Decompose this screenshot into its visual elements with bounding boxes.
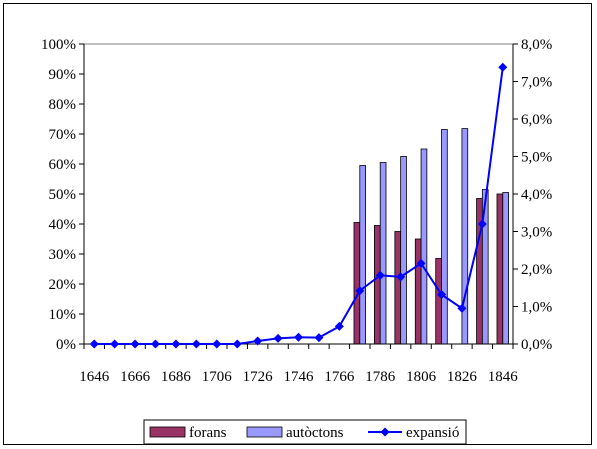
y-left-tick-label: 70% bbox=[49, 127, 77, 143]
y-left-tick-label: 60% bbox=[49, 157, 77, 173]
bar-autòctons bbox=[379, 162, 387, 345]
y-right-tick-label: 3,0% bbox=[521, 225, 552, 241]
x-tick-label: 1706 bbox=[202, 369, 233, 385]
bar-forans bbox=[353, 222, 361, 345]
y-left-tick-label: 10% bbox=[49, 307, 77, 323]
data-point-expansió bbox=[232, 339, 242, 349]
y-right-tick-label: 1,0% bbox=[521, 300, 552, 316]
bar-autòctons bbox=[420, 148, 428, 345]
y-left-tick-label: 80% bbox=[49, 97, 77, 113]
data-point-expansió bbox=[273, 333, 283, 343]
y-right-tick-label: 6,0% bbox=[521, 112, 552, 128]
bar-autòctons bbox=[400, 156, 407, 345]
bar-forans bbox=[496, 193, 504, 345]
chart: 0% 10% 20% 30% 40% 50% 60% 70% 80% 90% 100% 0,0% 1,0… bbox=[41, 37, 552, 445]
legend: forans autòctons expansió bbox=[143, 419, 467, 445]
legend-marker-expansió bbox=[380, 427, 390, 437]
y-right-tick-label: 8,0% bbox=[521, 37, 552, 53]
data-point-expansió bbox=[355, 286, 365, 296]
data-point-expansió bbox=[416, 258, 426, 268]
bar-autòctons bbox=[441, 129, 448, 345]
legend-swatch-forans bbox=[149, 426, 186, 438]
data-point-expansió bbox=[130, 339, 140, 349]
data-point-expansió bbox=[171, 339, 181, 349]
y-left-tick-label: 90% bbox=[49, 67, 77, 83]
data-point-expansió bbox=[334, 321, 344, 331]
x-tick-label: 1666 bbox=[120, 369, 151, 385]
data-point-expansió bbox=[151, 339, 160, 349]
data-point-expansió bbox=[457, 303, 467, 313]
bar-forans bbox=[476, 198, 483, 345]
legend-label: forans bbox=[189, 425, 227, 441]
y-left-tick-label: 20% bbox=[49, 277, 77, 293]
y-right-tick-label: 0,0% bbox=[521, 337, 552, 353]
data-point-expansió bbox=[294, 332, 303, 342]
y-left-tick-label: 100% bbox=[41, 37, 76, 53]
x-tick-label: 1646 bbox=[79, 369, 110, 385]
y-right-tick-label: 5,0% bbox=[521, 150, 552, 166]
data-point-expansió bbox=[477, 219, 487, 229]
data-point-expansió bbox=[375, 270, 385, 280]
x-tick-label: 1826 bbox=[447, 369, 478, 385]
x-tick-label: 1726 bbox=[243, 369, 274, 385]
y-right-tick-label: 4,0% bbox=[521, 187, 552, 203]
x-tick-label: 1746 bbox=[284, 369, 315, 385]
bar-forans bbox=[435, 258, 442, 345]
data-point-expansió bbox=[314, 333, 324, 343]
y-left-tick-label: 30% bbox=[49, 247, 77, 263]
data-point-expansió bbox=[110, 339, 120, 349]
data-point-expansió bbox=[89, 339, 99, 349]
x-tick-label: 1846 bbox=[488, 369, 519, 385]
plot-area: 0% 10% 20% 30% 40% 50% 60% 70% 80% 90% 100% 0,0% 1,0… bbox=[41, 37, 552, 385]
data-point-expansió bbox=[253, 336, 263, 346]
data-point-expansió bbox=[212, 339, 222, 349]
data-point-expansió bbox=[498, 62, 508, 72]
bar-forans bbox=[374, 225, 381, 345]
x-tick-label: 1786 bbox=[365, 369, 396, 385]
y-left-tick-label: 0% bbox=[56, 337, 76, 353]
x-tick-label: 1686 bbox=[161, 369, 192, 385]
legend-label: expansió bbox=[406, 425, 459, 441]
legend-swatch-autòctons bbox=[246, 426, 283, 438]
bar-forans bbox=[394, 231, 402, 345]
data-point-expansió bbox=[396, 272, 406, 282]
x-tick-label: 1766 bbox=[324, 369, 355, 385]
bar-forans bbox=[414, 238, 422, 345]
data-point-expansió bbox=[437, 290, 446, 299]
y-left-tick-label: 50% bbox=[49, 187, 77, 203]
chart-frame: 0% 10% 20% 30% 40% 50% 60% 70% 80% 90% 100% 0,0% 1,0… bbox=[3, 3, 592, 445]
bar-autòctons bbox=[502, 192, 509, 345]
bar-autòctons bbox=[359, 165, 366, 345]
legend-label: autòctons bbox=[286, 425, 344, 441]
y-left-tick-label: 40% bbox=[49, 217, 77, 233]
data-point-expansió bbox=[191, 339, 201, 349]
y-right-tick-label: 7,0% bbox=[521, 75, 552, 91]
legend-box bbox=[143, 419, 467, 445]
x-tick-label: 1806 bbox=[406, 369, 437, 385]
y-right-tick-label: 2,0% bbox=[521, 262, 552, 278]
